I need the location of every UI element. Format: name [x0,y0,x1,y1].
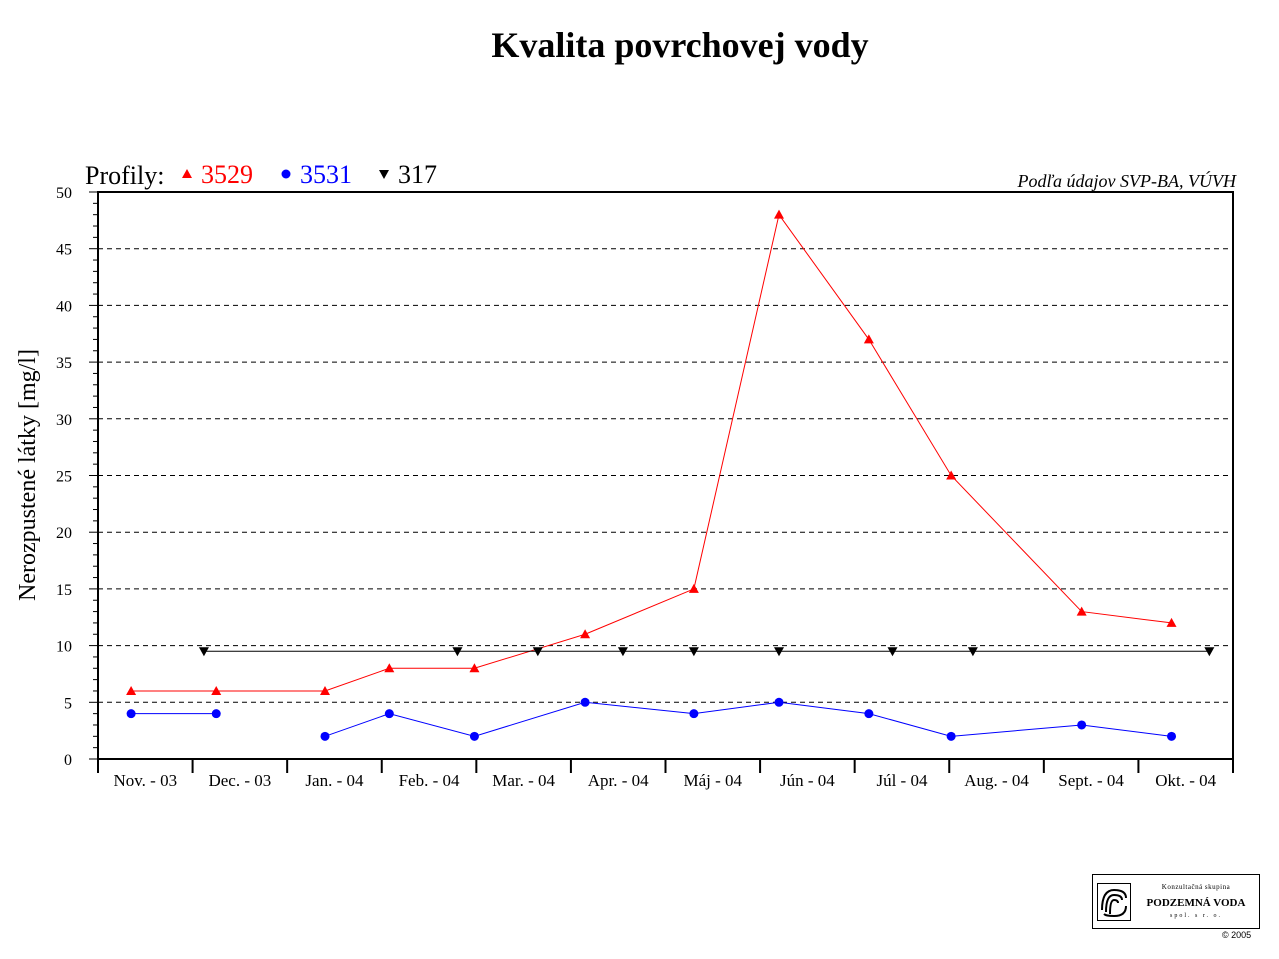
y-tick-label: 40 [56,298,72,315]
legend-label-317: 317 [398,160,437,189]
logo-company-suffix: spol. s r. o. [1169,913,1222,919]
x-tick-label: Sept. - 04 [1058,771,1124,790]
legend-title: Profily: [85,161,164,190]
legend-label-3531: 3531 [300,160,352,189]
data-point-triangle-up [1076,606,1087,616]
chart-title: Kvalita povrchovej vody [491,25,869,65]
data-point-circle [384,709,394,719]
data-point-triangle-down [452,647,463,657]
data-point-triangle-down [887,647,898,657]
data-point-circle [774,697,784,707]
company-logo: Konzultačná skupina PODZEMNÁ VODA spol. … [1092,874,1260,929]
data-point-triangle-down [774,647,784,657]
y-tick-label: 0 [64,752,72,769]
data-point-circle [1077,720,1087,730]
data-point-triangle-up [126,685,137,695]
data-point-triangle-up [384,663,395,673]
data-point-triangle-up [320,685,330,695]
data-point-circle [1167,731,1177,741]
x-tick-label: Dec. - 03 [208,771,271,790]
x-tick-label: Aug. - 04 [964,771,1029,790]
y-tick-label: 10 [56,639,72,656]
x-tick-label: Feb. - 04 [399,771,460,790]
data-point-circle [864,709,874,719]
tick-labels: 0 5 10 15 20 25 30 35 40 45 50 Nov. - 03 Dec. - 03 Ja… [56,185,1217,790]
data-point-triangle-up [211,685,222,695]
series-line-3531 [324,701,1172,737]
data-point-circle [320,731,330,741]
legend-marker-3529 [182,169,192,178]
data-point-circle [946,731,956,741]
series-line-3529 [131,213,1172,692]
data-point-triangle-down [688,647,699,657]
x-tick-label: Mar. - 04 [492,771,555,790]
x-tick-label: Jún - 04 [780,771,835,790]
data-point-triangle-down [1204,647,1215,657]
y-tick-label: 35 [56,355,72,372]
data-point-circle [211,709,221,719]
logo-mark-icon [1097,883,1131,921]
x-tick-label: Okt. - 04 [1155,771,1216,790]
x-tick-label: Jan. - 04 [305,771,364,790]
x-tick-label: Nov. - 03 [113,771,177,790]
y-tick-label: 5 [64,695,72,712]
axes [89,191,1234,773]
y-tick-label: 15 [56,582,72,599]
y-tick-label: 25 [56,469,72,486]
series-markers [126,209,1215,741]
y-tick-label: 45 [56,242,72,259]
data-point-triangle-up [469,663,480,673]
gridlines [98,248,1233,703]
data-point-triangle-up [1166,617,1177,627]
legend-label-3529: 3529 [201,160,253,189]
data-point-circle [469,731,479,741]
data-point-circle [580,697,590,707]
copyright-notice: © 2005 [1222,930,1252,940]
source-note: Podľa údajov SVP-BA, VÚVH [1017,170,1237,191]
legend-marker-3531 [281,169,291,179]
data-point-triangle-up [863,334,874,344]
data-point-triangle-up [774,209,784,219]
x-tick-label: Júl - 04 [876,771,928,790]
data-point-triangle-up [580,629,591,639]
y-tick-label: 30 [56,412,72,429]
logo-company-name: PODZEMNÁ VODA [1146,897,1246,909]
data-point-triangle-up [946,470,957,480]
y-tick-label: 50 [56,185,72,202]
y-axis-label: Nerozpustené látky [mg/l] [15,349,41,601]
legend: Profily: 3529 3531 317 [85,160,437,190]
data-point-triangle-down [532,647,543,657]
data-point-circle [126,709,136,719]
data-point-triangle-down [967,647,978,657]
x-tick-label: Máj - 04 [684,771,743,790]
data-point-triangle-up [688,583,699,593]
legend-marker-317 [379,170,389,179]
data-point-triangle-down [617,647,628,657]
logo-tagline: Konzultačná skupina [1161,883,1231,891]
y-tick-label: 20 [56,525,72,542]
data-point-triangle-down [198,647,209,657]
x-tick-label: Apr. - 04 [588,771,649,790]
data-point-circle [689,709,699,719]
